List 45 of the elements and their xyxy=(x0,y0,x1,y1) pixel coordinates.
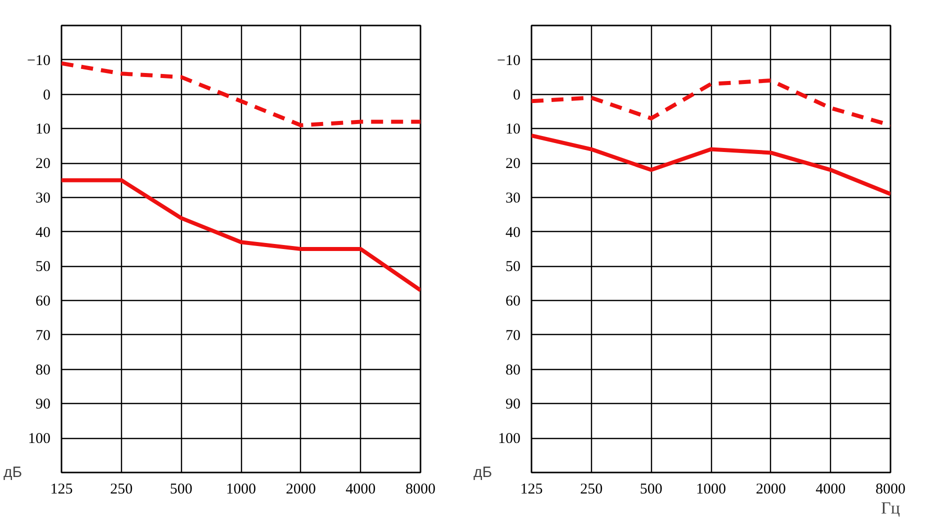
y-tick-label: −10 xyxy=(27,52,51,69)
y-tick-label: 90 xyxy=(506,396,520,413)
line-series xyxy=(532,134,890,196)
y-tick-label: 0 xyxy=(513,87,520,104)
y-tick-label: 80 xyxy=(506,362,520,378)
y-tick-label: 60 xyxy=(506,294,520,310)
y-tick-label: 10 xyxy=(506,122,520,138)
y-tick-label: 70 xyxy=(506,328,520,344)
y-tick-label: 60 xyxy=(36,294,50,310)
x-tick-label: 125 xyxy=(520,482,543,498)
y-tick-label: 0 xyxy=(43,87,50,104)
x-tick-label: 250 xyxy=(580,482,603,498)
y-tick-label: −10 xyxy=(497,52,521,69)
x-tick-label: 2000 xyxy=(286,482,316,498)
x-tick-label: 2000 xyxy=(756,482,786,498)
y-tick-label: 30 xyxy=(506,190,520,206)
line-series xyxy=(62,178,420,292)
y-axis-title: дБ xyxy=(3,464,22,481)
y-tick-label: 40 xyxy=(506,224,520,241)
x-tick-label: 250 xyxy=(110,482,133,498)
x-tick-label: 8000 xyxy=(876,482,906,498)
x-tick-label: 8000 xyxy=(406,482,436,498)
y-tick-label: 20 xyxy=(506,156,520,172)
y-tick-label: 90 xyxy=(36,396,50,413)
y-tick-label: 100 xyxy=(28,431,50,448)
y-tick-label: 40 xyxy=(36,224,50,241)
x-tick-label: 500 xyxy=(170,482,192,498)
y-tick-label: 10 xyxy=(36,122,50,138)
y-tick-label: 50 xyxy=(506,259,520,276)
y-axis-title: дБ xyxy=(473,464,492,481)
x-tick-label: 1000 xyxy=(696,482,726,498)
y-tick-label: 100 xyxy=(498,431,520,448)
y-tick-label: 30 xyxy=(36,190,50,206)
x-tick-label: 4000 xyxy=(346,482,376,498)
y-tick-label: 20 xyxy=(36,156,50,172)
line-series xyxy=(62,61,420,128)
y-tick-label: 80 xyxy=(36,362,50,378)
line-series xyxy=(532,78,890,128)
x-tick-label: 4000 xyxy=(816,482,846,498)
y-tick-label: 70 xyxy=(36,328,50,344)
x-axis-title: Гц xyxy=(881,498,900,518)
x-tick-label: 1000 xyxy=(226,482,256,498)
y-tick-label: 50 xyxy=(36,259,50,276)
x-tick-label: 125 xyxy=(50,482,73,498)
x-tick-label: 500 xyxy=(640,482,662,498)
